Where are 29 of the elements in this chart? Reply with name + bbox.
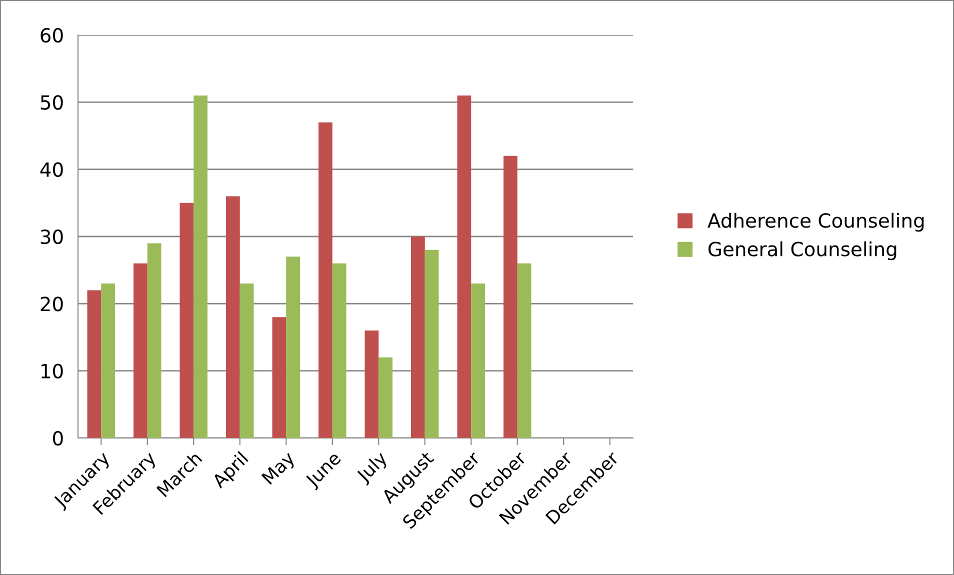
bar [378, 357, 392, 438]
bar [87, 290, 102, 438]
legend-label: Adherence Counseling [708, 212, 924, 232]
y-tick-label: 60 [40, 28, 63, 43]
y-tick-label: 30 [40, 229, 63, 244]
y-tick-label: 50 [40, 95, 63, 110]
y-tick-label: 20 [40, 296, 63, 312]
bar [364, 330, 379, 438]
bar [101, 284, 115, 438]
bar [411, 236, 425, 438]
bar [471, 284, 485, 438]
bar [504, 156, 518, 438]
bar [194, 95, 208, 438]
bar [457, 95, 472, 438]
bar [180, 202, 194, 438]
bar [517, 263, 532, 438]
bar [272, 317, 286, 438]
y-tick-label: 10 [42, 364, 63, 378]
legend-label: General Counseling [708, 241, 896, 260]
bar [286, 256, 300, 438]
y-tick-label: 0 [53, 430, 63, 446]
bar [226, 196, 240, 438]
bar [424, 250, 439, 438]
bar [147, 243, 162, 438]
bar [332, 263, 346, 438]
bar [134, 263, 148, 438]
y-tick-label: 40 [40, 162, 63, 177]
bar [318, 122, 332, 438]
bar [240, 284, 254, 438]
